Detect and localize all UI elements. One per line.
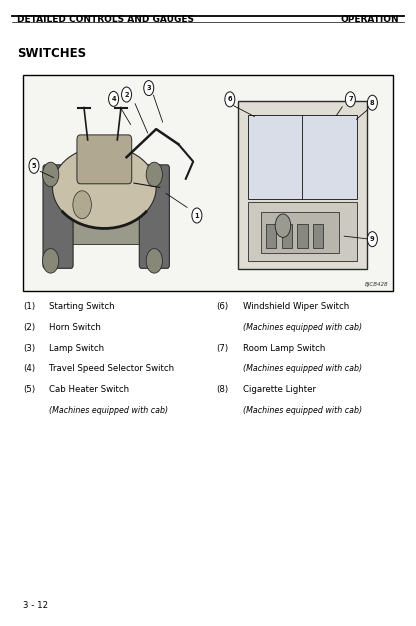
Text: 3 - 12: 3 - 12 [23, 602, 48, 610]
Circle shape [192, 208, 202, 223]
Text: (Machines equipped with cab): (Machines equipped with cab) [243, 364, 362, 373]
Text: (Machines equipped with cab): (Machines equipped with cab) [243, 406, 362, 414]
Text: (8): (8) [216, 385, 228, 394]
Circle shape [367, 232, 377, 247]
Text: (Machines equipped with cab): (Machines equipped with cab) [49, 406, 168, 414]
Bar [248, 202, 357, 261]
Text: DETAILED CONTROLS AND GAUGES: DETAILED CONTROLS AND GAUGES [17, 15, 193, 24]
Text: Room Lamp Switch: Room Lamp Switch [243, 344, 325, 352]
Bar [266, 224, 277, 248]
Text: 4: 4 [111, 96, 116, 102]
Circle shape [109, 91, 119, 106]
Ellipse shape [52, 146, 156, 228]
FancyBboxPatch shape [139, 165, 169, 269]
Text: 3: 3 [146, 85, 151, 91]
Text: Cab Heater Switch: Cab Heater Switch [49, 385, 129, 394]
Text: 6: 6 [228, 96, 232, 103]
Text: SWITCHES: SWITCHES [17, 47, 86, 60]
Circle shape [42, 249, 59, 273]
Text: BJCB428: BJCB428 [365, 282, 388, 287]
Circle shape [144, 81, 154, 96]
Text: (2): (2) [23, 323, 35, 332]
Circle shape [367, 95, 377, 110]
Text: 8: 8 [370, 100, 375, 106]
Text: OPERATION: OPERATION [341, 15, 399, 24]
Bar [313, 224, 323, 248]
Text: Lamp Switch: Lamp Switch [49, 344, 104, 352]
Text: Travel Speed Selector Switch: Travel Speed Selector Switch [49, 364, 174, 373]
Text: Horn Switch: Horn Switch [49, 323, 101, 332]
Circle shape [146, 249, 163, 273]
Text: (5): (5) [23, 385, 35, 394]
Circle shape [225, 92, 235, 107]
Circle shape [146, 162, 163, 187]
Text: 2: 2 [124, 91, 129, 98]
Text: 9: 9 [370, 236, 375, 242]
Bar [23, 75, 393, 291]
FancyBboxPatch shape [43, 165, 73, 269]
Circle shape [29, 158, 39, 173]
Bar [52, 205, 160, 244]
FancyBboxPatch shape [77, 135, 132, 184]
Bar [261, 212, 339, 253]
Bar [282, 224, 292, 248]
Circle shape [42, 162, 59, 187]
Text: (7): (7) [216, 344, 228, 352]
Text: 1: 1 [195, 212, 199, 218]
Text: (4): (4) [23, 364, 35, 373]
Text: (6): (6) [216, 302, 228, 311]
Bar [238, 101, 367, 269]
Text: (Machines equipped with cab): (Machines equipped with cab) [243, 323, 362, 332]
Text: (1): (1) [23, 302, 35, 311]
Circle shape [345, 92, 355, 107]
Bar [297, 224, 307, 248]
Circle shape [73, 191, 92, 218]
Text: Cigarette Lighter: Cigarette Lighter [243, 385, 315, 394]
Text: 7: 7 [348, 96, 353, 103]
Text: 5: 5 [32, 163, 36, 169]
Text: Windshield Wiper Switch: Windshield Wiper Switch [243, 302, 349, 311]
Text: (3): (3) [23, 344, 35, 352]
Circle shape [275, 214, 291, 237]
Text: Starting Switch: Starting Switch [49, 302, 115, 311]
Circle shape [121, 87, 131, 102]
Bar [248, 115, 357, 198]
